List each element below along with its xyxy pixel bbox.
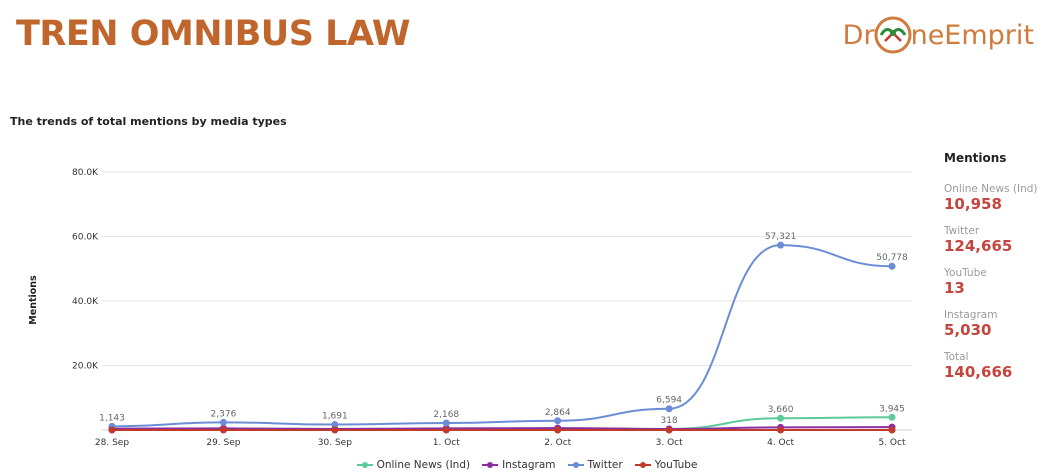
data-point — [554, 417, 562, 425]
data-point — [888, 262, 896, 270]
x-tick-label: 30. Sep — [318, 438, 352, 448]
x-tick-label: 28. Sep — [95, 438, 129, 448]
brand-logo: Dr neEmprit — [843, 12, 1034, 58]
series-line — [111, 426, 893, 431]
legend-label: Instagram — [502, 459, 556, 471]
y-tick-label: 40.0K — [72, 297, 99, 307]
data-point — [442, 419, 450, 427]
data-point — [777, 426, 785, 434]
y-tick-label: 60.0K — [72, 233, 99, 243]
data-label: 3,660 — [768, 405, 794, 415]
x-tick-label: 2. Oct — [544, 438, 571, 448]
data-labels: 318 3,660 3,945 1,143 2,376 1,691 2,168 2,864 6,… — [99, 232, 908, 426]
y-axis-label: Mentions — [28, 275, 39, 325]
summary-label: Online News (Ind) — [944, 183, 1038, 195]
data-point — [331, 421, 339, 429]
chart-grid — [102, 171, 912, 366]
x-tick-label: 3. Oct — [656, 438, 683, 448]
data-point — [331, 426, 339, 434]
data-point — [777, 241, 785, 249]
data-point — [108, 426, 116, 434]
trend-chart: 20.0K 40.0K 60.0K 80.0K 28. Sep 29. Sep 30. S… — [28, 168, 912, 448]
chart-legend: Online News (Ind) Instagram Twitter YouT… — [0, 459, 1054, 471]
legend-label: YouTube — [654, 459, 698, 471]
summary-label: YouTube — [944, 267, 987, 279]
summary-label: Instagram — [944, 309, 998, 321]
summary-label: Total — [944, 351, 969, 363]
legend-item-youtube[interactable]: YouTube — [634, 459, 698, 471]
data-label: 2,376 — [211, 409, 237, 419]
summary-item-twitter: Twitter 124,665 — [944, 225, 1049, 255]
data-point — [554, 426, 562, 434]
legend-label: Online News (Ind) — [376, 459, 471, 471]
series-line — [111, 244, 893, 428]
data-label: 3,945 — [879, 404, 905, 414]
summary-value: 5,030 — [944, 321, 992, 339]
legend-label: Twitter — [587, 459, 623, 471]
brand-text-post: neEmprit — [910, 19, 1034, 51]
y-tick-label: 80.0K — [72, 168, 99, 178]
data-point — [888, 426, 896, 434]
data-label: 50,778 — [876, 253, 908, 263]
chart-series — [108, 241, 896, 434]
legend-item-instagram[interactable]: Instagram — [482, 459, 556, 471]
y-axis: 20.0K 40.0K 60.0K 80.0K — [72, 168, 99, 372]
legend-item-online-news[interactable]: Online News (Ind) — [356, 459, 471, 471]
brand-text-pre: Dr — [842, 19, 875, 51]
data-label: 57,321 — [765, 232, 797, 242]
mentions-heading: Mentions — [944, 151, 1007, 165]
data-point — [219, 418, 227, 426]
data-point — [219, 426, 227, 434]
x-tick-label: 1. Oct — [433, 438, 460, 448]
data-point — [665, 426, 673, 434]
data-label: 1,691 — [322, 412, 348, 422]
summary-item-total: Total 140,666 — [944, 351, 1049, 381]
data-point — [665, 405, 673, 413]
drone-icon — [874, 16, 912, 54]
summary-item-instagram: Instagram 5,030 — [944, 309, 1049, 339]
mentions-summary: Mentions Online News (Ind) 10,958 Twitte… — [944, 151, 1049, 393]
data-label: 1,143 — [99, 413, 125, 423]
summary-item-youtube: YouTube 13 — [944, 267, 1049, 297]
data-point — [442, 426, 450, 434]
summary-value: 124,665 — [944, 237, 1013, 255]
data-label: 2,864 — [545, 408, 571, 418]
summary-value: 13 — [944, 279, 965, 297]
x-tick-label: 29. Sep — [206, 438, 240, 448]
chart-subtitle: The trends of total mentions by media ty… — [10, 115, 287, 128]
data-point — [888, 413, 896, 421]
data-label: 2,168 — [433, 410, 459, 420]
legend-item-twitter[interactable]: Twitter — [567, 459, 623, 471]
y-tick-label: 20.0K — [72, 362, 99, 372]
summary-item-online-news: Online News (Ind) 10,958 — [944, 183, 1049, 213]
data-point — [777, 414, 785, 422]
data-label: 318 — [661, 416, 678, 426]
page-title: TREN OMNIBUS LAW — [16, 14, 411, 54]
x-tick-label: 4. Oct — [767, 438, 794, 448]
summary-value: 10,958 — [944, 195, 1002, 213]
x-tick-label: 5. Oct — [878, 438, 905, 448]
x-axis: 28. Sep 29. Sep 30. Sep 1. Oct 2. Oct 3. Oct 4… — [95, 429, 912, 448]
summary-label: Twitter — [944, 225, 980, 237]
summary-value: 140,666 — [944, 363, 1013, 381]
data-label: 6,594 — [656, 396, 682, 406]
